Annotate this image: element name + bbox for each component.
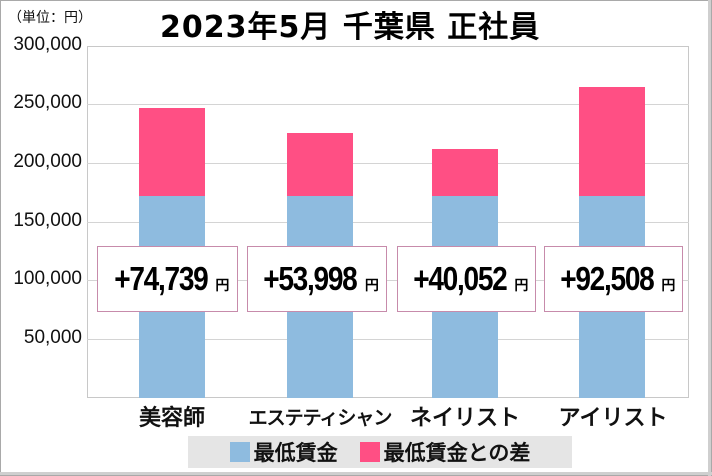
gridline-200000 <box>87 163 689 164</box>
gridline-150000 <box>87 222 689 223</box>
frame-shadow-bottom <box>0 472 712 475</box>
legend-swatch-blue <box>229 442 250 462</box>
y-tick-200000: 200,000 <box>13 151 82 172</box>
diff-value: +92,508 <box>559 260 655 297</box>
frame-shadow-right <box>708 0 711 476</box>
y-tick-300000: 300,000 <box>13 34 82 55</box>
diff-unit: 円 <box>661 278 676 294</box>
legend-swatch-pink <box>359 442 380 462</box>
gridline-250000 <box>87 104 689 105</box>
diff-label-box: +53,998 円 <box>247 246 387 312</box>
diff-value: +53,998 <box>263 260 358 297</box>
diff-unit: 円 <box>215 278 230 294</box>
diff-label-box: +40,052 円 <box>397 246 536 312</box>
legend-label: 最低賃金との差 <box>383 441 531 465</box>
bar-difference <box>579 87 645 196</box>
gridline-100000 <box>87 280 689 281</box>
y-tick-250000: 250,000 <box>13 92 82 113</box>
unit-label: （単位：円） <box>8 10 92 26</box>
category-label-nailist: ネイリスト <box>409 406 520 431</box>
legend-item-minimum-wage: 最低賃金 <box>229 437 338 467</box>
chart-title: 2023年5月 千葉県 正社員 <box>160 10 541 45</box>
bar-difference <box>287 133 353 196</box>
bar-difference <box>432 149 498 196</box>
y-tick-50000: 50,000 <box>23 327 82 348</box>
gridline-50000 <box>87 339 689 340</box>
diff-label-box: +92,508 円 <box>544 246 683 312</box>
legend: 最低賃金 最低賃金との差 <box>188 436 572 468</box>
diff-value: +74,739 <box>113 260 209 297</box>
bar-difference <box>139 108 205 196</box>
diff-unit: 円 <box>514 278 529 294</box>
y-tick-150000: 150,000 <box>13 210 82 231</box>
diff-value: +40,052 <box>412 260 508 297</box>
y-tick-100000: 100,000 <box>13 268 82 289</box>
diff-unit: 円 <box>364 278 379 294</box>
category-label-biyoushi: 美容師 <box>138 406 205 431</box>
category-label-esthetician: エステティシャン <box>248 407 393 429</box>
category-label-eyelist: アイリスト <box>558 406 668 431</box>
legend-label: 最低賃金 <box>253 441 338 465</box>
diff-label-box: +74,739 円 <box>97 246 238 312</box>
legend-item-difference: 最低賃金との差 <box>359 437 531 467</box>
